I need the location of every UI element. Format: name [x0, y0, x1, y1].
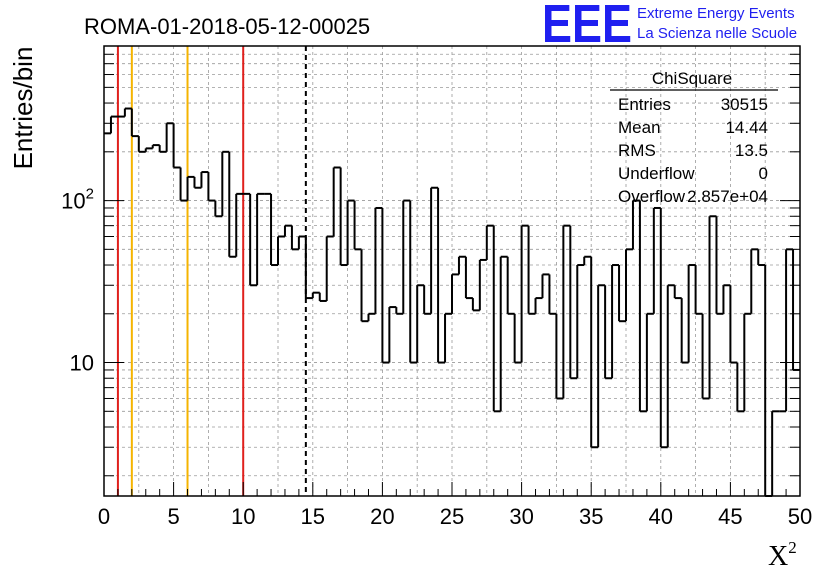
x-tick-label: 40 — [649, 504, 673, 529]
x-axis-label: X2 — [768, 538, 797, 572]
x-tick-label: 15 — [301, 504, 325, 529]
histogram-bins — [104, 107, 800, 497]
x-tick-label: 35 — [579, 504, 603, 529]
x-tick-label: 50 — [788, 504, 812, 529]
y-tick-label: 102 — [61, 186, 94, 214]
stats-value-rms: 13.5 — [735, 141, 768, 160]
y-tick-labels: 10 102 — [61, 186, 94, 376]
stats-label-rms: RMS — [618, 141, 656, 160]
x-tick-label: 0 — [98, 504, 110, 529]
x-tick-label: 5 — [167, 504, 179, 529]
stats-value-entries: 30515 — [721, 95, 768, 114]
stats-value-mean: 14.44 — [725, 118, 768, 137]
stats-title: ChiSquare — [652, 69, 732, 88]
eee-logo: EEE — [542, 0, 632, 54]
x-tick-label: 25 — [440, 504, 464, 529]
y-tick-label: 10 — [70, 351, 94, 376]
stats-label-overflow: Overflow — [618, 187, 686, 206]
x-axis-label-sup: 2 — [788, 538, 797, 557]
axis-ticks — [103, 45, 801, 496]
x-tick-label: 45 — [718, 504, 742, 529]
y-axis-label: Entries/bin — [8, 47, 38, 170]
x-tick-label: 30 — [509, 504, 533, 529]
stats-label-mean: Mean — [618, 118, 661, 137]
stats-label-underflow: Underflow — [618, 164, 695, 183]
x-tick-label: 10 — [231, 504, 255, 529]
logo-line-2: La Scienza nelle Scuole — [637, 25, 797, 42]
x-axis-label-base: X — [768, 541, 788, 572]
x-tick-label: 20 — [370, 504, 394, 529]
stats-box: ChiSquare Entries 30515 Mean 14.44 RMS 1… — [610, 69, 778, 206]
logo-line-1: Extreme Energy Events — [637, 5, 795, 22]
x-tick-labels: 0 5 10 15 20 25 30 35 40 45 50 — [98, 504, 812, 529]
stats-value-overflow: 2.857e+04 — [687, 187, 768, 206]
run-title: ROMA-01-2018-05-12-00025 — [84, 14, 370, 39]
stats-label-entries: Entries — [618, 95, 671, 114]
stats-value-underflow: 0 — [759, 164, 768, 183]
